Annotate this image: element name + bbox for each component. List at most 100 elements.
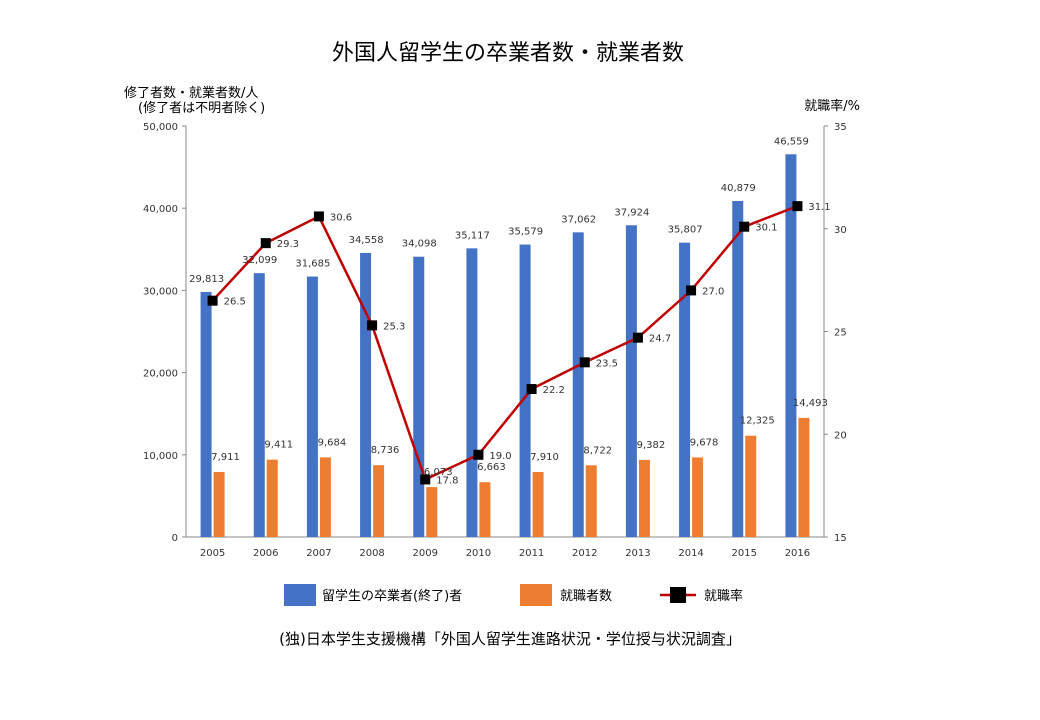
bar-employed (532, 471, 544, 537)
bar-employed (585, 465, 597, 537)
bar-label-graduates: 31,685 (295, 259, 330, 270)
x-tick-label: 2008 (359, 548, 384, 559)
bar-label-employed: 7,911 (211, 452, 240, 463)
left-tick-label: 50,000 (143, 122, 178, 133)
right-axis-title: 就職率/% (804, 98, 860, 114)
bar-graduates (732, 200, 744, 538)
rate-label: 17.8 (436, 475, 458, 486)
x-tick-label: 2014 (678, 548, 703, 559)
source-note: (独)日本学生支援機構「外国人留学生進路状況・学位授与状況調査」 (279, 630, 741, 648)
bar-graduates (572, 232, 584, 538)
rate-label: 23.5 (596, 358, 618, 369)
x-tick-label: 2006 (253, 548, 278, 559)
data-labels: 29,813 7,911 32,099 9,411 31,685 9,684 34,558 8… (189, 136, 831, 486)
bar-label-employed: 6,663 (477, 462, 506, 473)
bar-employed (745, 435, 757, 537)
bar-label-employed: 8,722 (583, 445, 612, 456)
x-tick-label: 2012 (572, 548, 597, 559)
bar-label-graduates: 35,807 (668, 225, 703, 236)
left-tick-label: 0 (172, 533, 178, 544)
bar-employed (798, 417, 810, 537)
right-tick-label: 20 (834, 430, 847, 441)
bar-label-graduates: 40,879 (721, 183, 756, 194)
legend-swatch-graduates (284, 584, 316, 606)
rate-marker (420, 474, 431, 485)
chart-title: 外国人留学生の卒業者数・就業者数 (332, 41, 684, 66)
bar-label-employed: 7,910 (530, 452, 559, 463)
bar-label-graduates: 37,062 (561, 214, 596, 225)
right-tick-label: 30 (834, 225, 847, 236)
bar-graduates (785, 154, 797, 537)
bar-label-employed: 9,411 (264, 440, 293, 451)
bar-graduates (679, 242, 691, 538)
legend-label-employed: 就職者数 (560, 589, 612, 604)
rate-line (207, 201, 803, 485)
bar-label-graduates: 29,813 (189, 274, 224, 285)
bar-label-employed: 9,382 (637, 440, 666, 451)
bar-label-graduates: 35,117 (455, 230, 490, 241)
bar-graduates (253, 273, 265, 537)
left-tick-label: 20,000 (143, 369, 178, 380)
bar-label-employed: 9,678 (690, 437, 719, 448)
right-tick-label: 25 (834, 328, 847, 339)
bar-label-graduates: 37,924 (614, 207, 649, 218)
rate-label: 22.2 (543, 385, 565, 396)
rate-marker (579, 357, 590, 368)
bar-graduates (413, 256, 425, 537)
rate-label: 30.6 (330, 212, 352, 223)
left-tick-label: 30,000 (143, 286, 178, 297)
legend: 留学生の卒業者(終了)者 就職者数 就職率 (284, 584, 743, 606)
rate-line-path (211, 204, 798, 482)
axis-ticks: 0 10,000 20,000 30,000 40,000 50,000 15 20 25 30 3… (143, 122, 847, 559)
legend-label-graduates: 留学生の卒業者(終了)者 (322, 588, 462, 604)
bar-label-graduates: 34,558 (349, 235, 384, 246)
rate-marker (367, 320, 378, 331)
legend-label-rate: 就職率 (704, 588, 743, 604)
bar-label-graduates: 32,099 (242, 255, 277, 266)
rate-label: 19.0 (489, 451, 511, 462)
right-tick-label: 15 (834, 533, 847, 544)
bar-label-graduates: 34,098 (402, 239, 437, 250)
x-tick-label: 2005 (200, 548, 225, 559)
x-tick-label: 2013 (625, 548, 650, 559)
bar-label-graduates: 46,559 (774, 136, 809, 147)
bar-graduates (466, 248, 478, 537)
bar-employed (213, 471, 225, 537)
rate-label: 29.3 (277, 239, 299, 250)
bar-label-employed: 12,325 (740, 416, 775, 427)
left-axis-title: 修了者数・就業者数/人 (124, 85, 258, 101)
x-tick-label: 2015 (732, 548, 757, 559)
bar-employed (638, 459, 650, 537)
bar-label-employed: 14,493 (793, 398, 828, 409)
bar-graduates (625, 225, 637, 538)
left-tick-label: 40,000 (143, 204, 178, 215)
rate-label: 30.1 (755, 223, 777, 234)
bar-label-employed: 8,736 (371, 445, 400, 456)
rate-label: 25.3 (383, 321, 405, 332)
rate-label: 26.5 (224, 297, 246, 308)
rate-marker (260, 238, 271, 249)
rate-marker (686, 285, 697, 296)
bar-graduates (306, 276, 318, 537)
bar-employed (266, 459, 278, 537)
x-tick-label: 2016 (785, 548, 810, 559)
bar-employed (426, 487, 438, 537)
x-tick-label: 2009 (413, 548, 438, 559)
left-axis-note: (修了者は不明者除く) (138, 101, 265, 116)
rate-marker (526, 384, 537, 395)
bar-employed (319, 457, 331, 537)
rate-marker (473, 449, 484, 460)
rate-label: 31.1 (808, 202, 830, 213)
bar-employed (373, 465, 385, 537)
rate-label: 24.7 (649, 334, 671, 345)
x-tick-label: 2011 (519, 548, 544, 559)
bar-label-graduates: 35,579 (508, 227, 543, 238)
bar-employed (692, 457, 704, 537)
rate-label: 27.0 (702, 286, 724, 297)
bar-employed (479, 482, 491, 537)
bar-graduates (360, 252, 372, 538)
rate-marker (313, 211, 324, 222)
bar-label-employed: 9,684 (318, 437, 347, 448)
left-tick-label: 10,000 (143, 451, 178, 462)
